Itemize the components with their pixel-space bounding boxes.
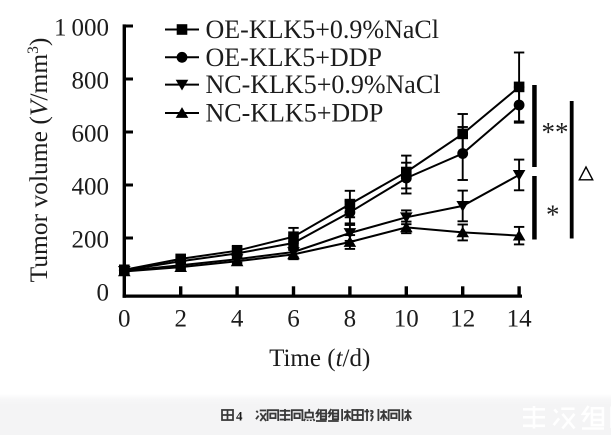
svg-text:12: 12 bbox=[450, 306, 475, 333]
svg-text:4: 4 bbox=[231, 306, 244, 333]
svg-text:OE-KLK5+0.9%NaCl: OE-KLK5+0.9%NaCl bbox=[206, 15, 439, 44]
svg-text:Time (t/d): Time (t/d) bbox=[269, 345, 370, 372]
svg-text:OE-KLK5+DDP: OE-KLK5+DDP bbox=[206, 43, 382, 72]
svg-text:6: 6 bbox=[287, 306, 300, 333]
svg-text:NC-KLK5+0.9%NaCl: NC-KLK5+0.9%NaCl bbox=[206, 70, 441, 99]
svg-text:8: 8 bbox=[344, 306, 357, 333]
svg-text:0: 0 bbox=[118, 306, 131, 333]
svg-text:10: 10 bbox=[394, 306, 419, 333]
svg-text:*: * bbox=[546, 200, 560, 230]
svg-text:200: 200 bbox=[72, 227, 110, 254]
svg-text:800: 800 bbox=[72, 68, 110, 95]
svg-text:600: 600 bbox=[72, 121, 110, 148]
svg-text:**: ** bbox=[542, 117, 569, 147]
svg-text:14: 14 bbox=[507, 306, 533, 333]
svg-text:1 000: 1 000 bbox=[54, 15, 109, 42]
svg-text:400: 400 bbox=[72, 174, 110, 201]
svg-text:4: 4 bbox=[236, 409, 243, 424]
svg-text:0: 0 bbox=[97, 280, 110, 307]
svg-text:Tumor volume (V/mm3): Tumor volume (V/mm3) bbox=[24, 38, 53, 283]
svg-text:2: 2 bbox=[174, 306, 187, 333]
svg-text:NC-KLK5+DDP: NC-KLK5+DDP bbox=[206, 99, 384, 128]
